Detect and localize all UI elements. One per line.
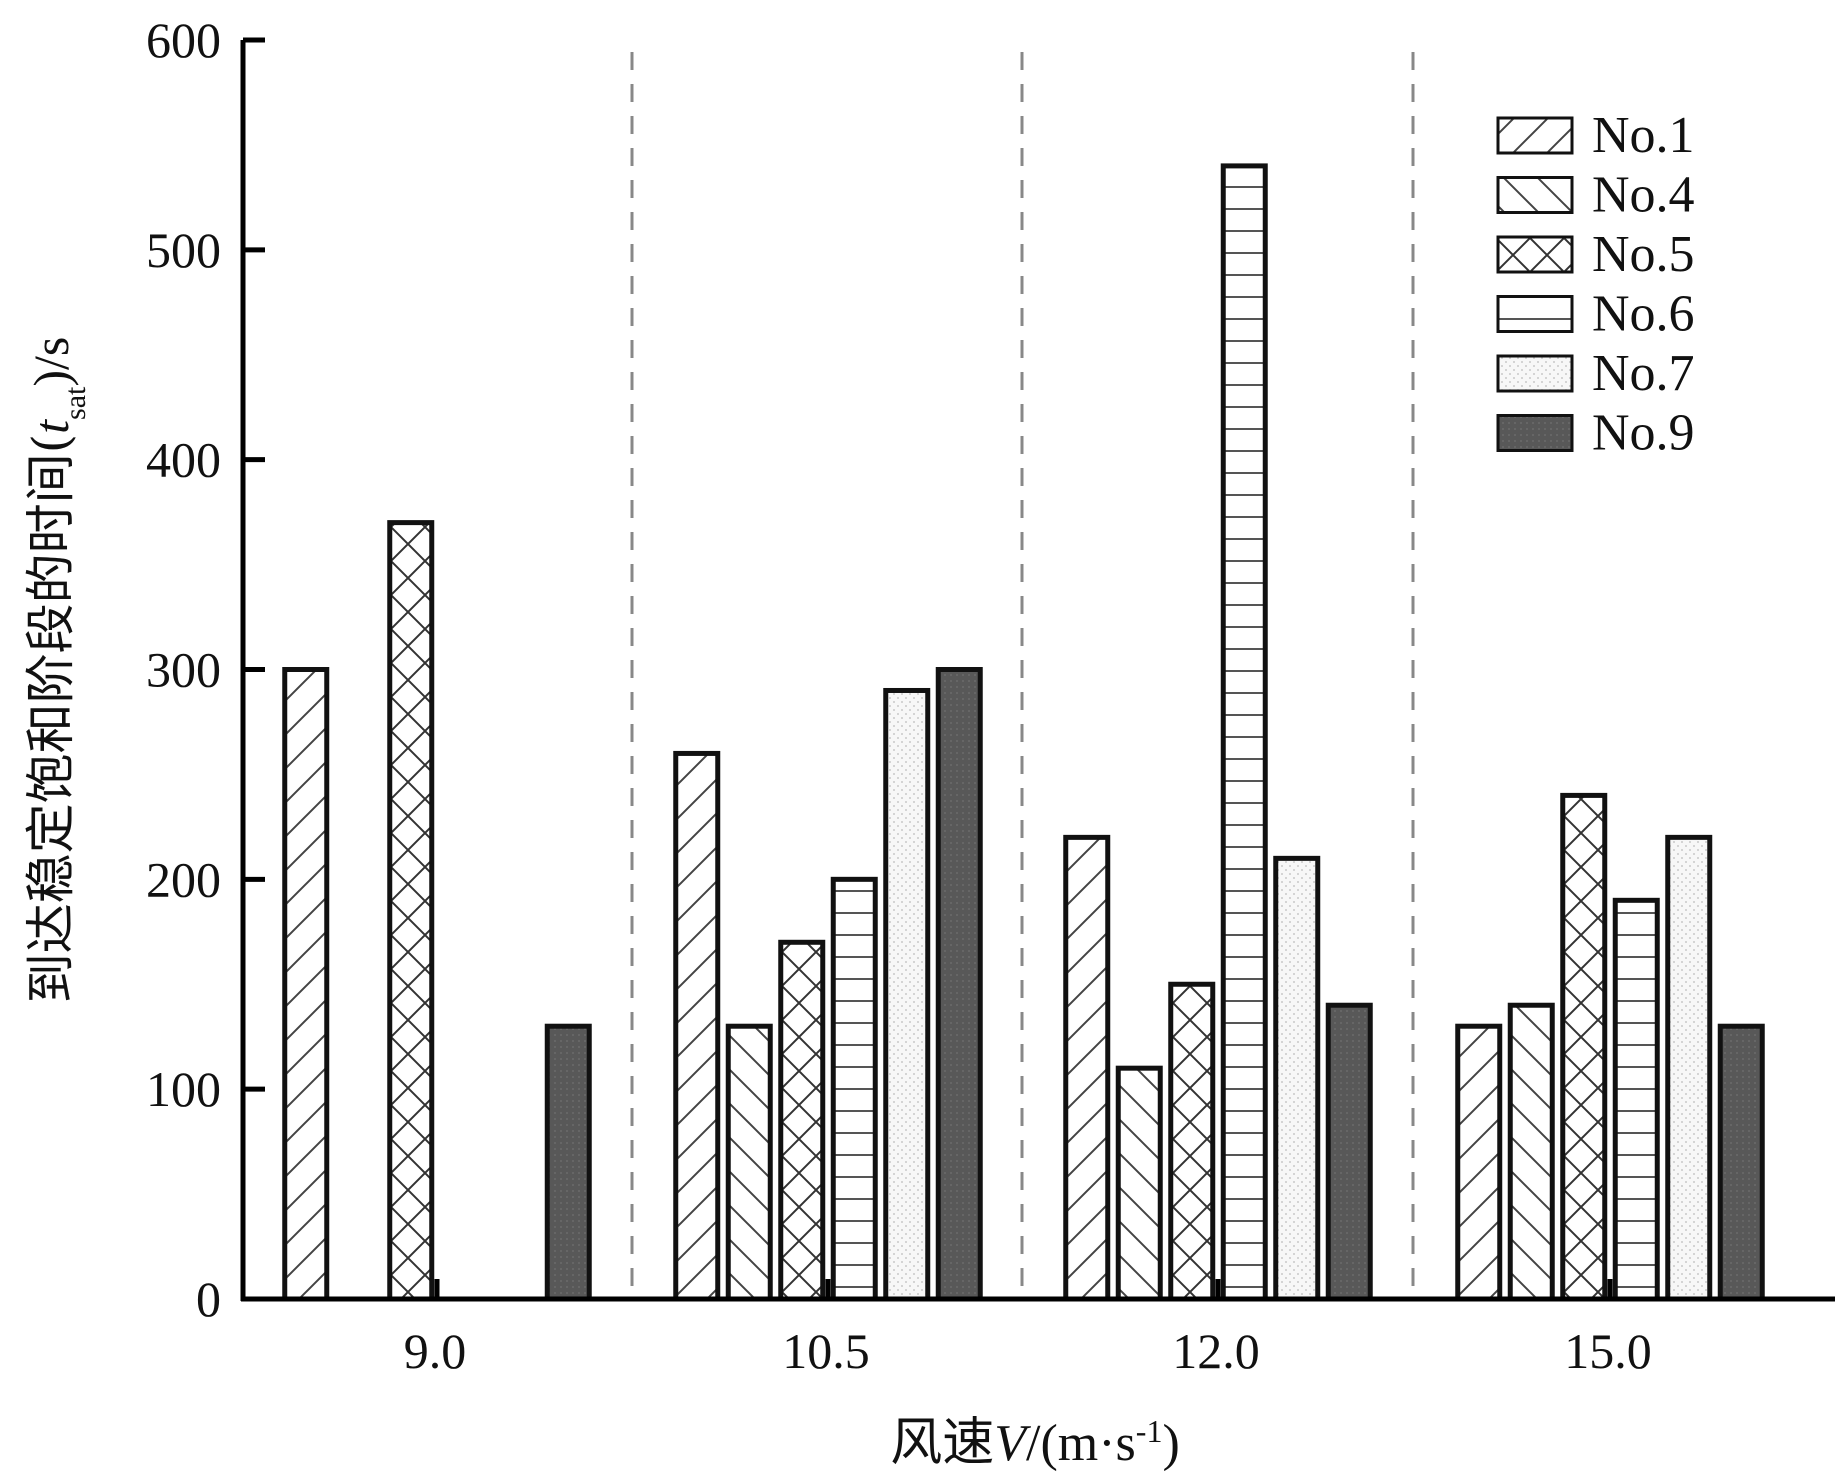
bar-no7-10.5 (883, 687, 931, 1302)
bar-no4-10.5 (725, 1023, 773, 1302)
bar-no7-12.0 (1273, 855, 1321, 1302)
legend-label-no5: No.5 (1592, 226, 1695, 283)
y-axis-label: 到达稳定饱和阶段的时间(tsat)/s (22, 337, 92, 1004)
bar-no7-15.0 (1665, 834, 1713, 1302)
y-tick-label: 300 (146, 642, 221, 698)
legend-label-no6: No.6 (1592, 286, 1695, 343)
legend-swatch-no7 (1496, 354, 1574, 393)
x-tick-label: 12.0 (1172, 1323, 1260, 1379)
y-tick-label: 200 (146, 851, 221, 907)
bar-no4-15.0 (1507, 1002, 1555, 1302)
bar-no1-9.0 (282, 667, 330, 1302)
legend-label-no7: No.7 (1592, 345, 1695, 402)
legend-label-no9: No.9 (1592, 405, 1695, 462)
bar-no6-10.5 (830, 876, 878, 1302)
bar-no9-10.5 (935, 667, 983, 1302)
bar-no6-12.0 (1220, 163, 1268, 1302)
bar-no6-15.0 (1612, 897, 1660, 1302)
axes-group: 0 100 200 300 400 500 600 9.0 10.5 12.0 15.0 (146, 12, 1835, 1379)
legend-swatch-no4 (1496, 176, 1574, 214)
legend: No.1No.4No.5No.6No.7No.9 (1496, 107, 1695, 462)
legend-label-no4: No.4 (1592, 167, 1695, 224)
bar-no9-15.0 (1717, 1023, 1765, 1302)
x-tick-label: 9.0 (404, 1323, 467, 1379)
legend-swatch-no9 (1496, 414, 1574, 452)
y-tick-label: 100 (146, 1061, 221, 1117)
x-tick-label: 10.5 (782, 1323, 870, 1379)
y-tick-label: 600 (146, 12, 221, 68)
y-tick-label: 0 (196, 1271, 221, 1327)
bar-no1-12.0 (1063, 834, 1111, 1302)
bar-no9-12.0 (1325, 1002, 1373, 1302)
x-axis-label: 风速V/(m·s-1) (890, 1413, 1180, 1473)
bar-no5-15.0 (1560, 792, 1608, 1302)
y-tick-label: 500 (146, 222, 221, 278)
legend-label-no1: No.1 (1592, 107, 1695, 164)
bar-no5-12.0 (1168, 981, 1216, 1302)
bar-no5-9.0 (387, 520, 435, 1302)
category-separators (630, 52, 1415, 1295)
y-tick-label: 400 (146, 432, 221, 488)
legend-swatch-no6 (1496, 295, 1574, 333)
bar-no5-10.5 (778, 939, 826, 1302)
bars-group (282, 163, 1765, 1302)
legend-swatch-no1 (1496, 116, 1574, 155)
bar-no4-12.0 (1115, 1065, 1163, 1302)
legend-swatch-no5 (1496, 235, 1574, 274)
bar-no1-10.5 (673, 750, 721, 1302)
x-tick-label: 15.0 (1564, 1323, 1652, 1379)
bar-no1-15.0 (1455, 1023, 1503, 1302)
bar-no9-9.0 (544, 1023, 592, 1302)
